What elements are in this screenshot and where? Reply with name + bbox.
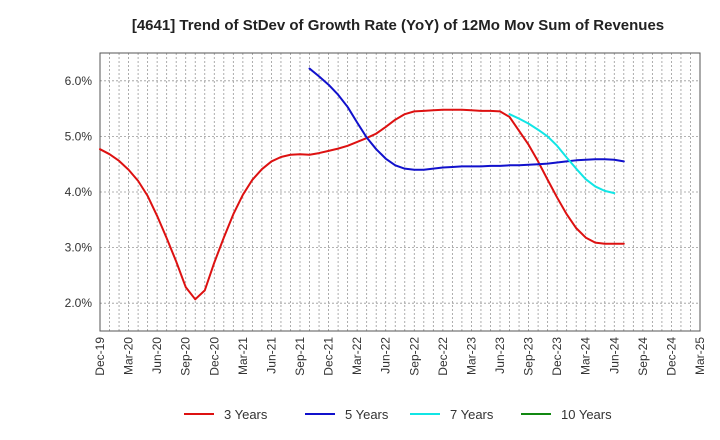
x-tick-label: Mar-25 (693, 337, 707, 375)
x-tick-label: Jun-21 (264, 337, 278, 374)
x-tick-label: Dec-21 (322, 337, 336, 376)
x-tick-label: Jun-22 (379, 337, 393, 374)
legend-label: 3 Years (224, 407, 268, 422)
series-line-3-years (99, 108, 625, 301)
x-tick-label: Sep-23 (522, 337, 536, 376)
y-axis: 2.0% 3.0% 4.0% 5.0% 6.0% (65, 74, 93, 310)
x-tick-label: Sep-20 (179, 337, 193, 376)
y-tick-label: 5.0% (65, 129, 93, 143)
x-tick-label: Mar-24 (579, 337, 593, 375)
x-axis: Dec-19 Mar-20 Jun-20 Sep-20 Dec-20 Mar-21 Jun-… (93, 337, 707, 376)
series-line-5-years (308, 67, 625, 171)
series-layer (99, 67, 625, 301)
chart-title: [4641] Trend of StDev of Growth Rate (Yo… (132, 17, 664, 34)
y-tick-label: 6.0% (65, 74, 93, 88)
x-tick-label: Mar-21 (236, 337, 250, 375)
y-tick-label: 4.0% (65, 185, 93, 199)
x-tick-label: Dec-23 (550, 337, 564, 376)
legend: 3 Years 5 Years 7 Years 10 Years (184, 407, 612, 422)
legend-label: 10 Years (561, 407, 612, 422)
legend-label: 7 Years (450, 407, 494, 422)
plot-frame (99, 52, 701, 332)
x-tick-label: Jun-24 (607, 337, 621, 374)
x-tick-label: Mar-22 (350, 337, 364, 375)
x-tick-label: Sep-21 (293, 337, 307, 376)
x-tick-label: Sep-24 (636, 337, 650, 376)
x-tick-label: Dec-22 (436, 337, 450, 376)
y-tick-label: 2.0% (65, 296, 93, 310)
x-tick-label: Dec-20 (207, 337, 221, 376)
x-tick-label: Jun-20 (150, 337, 164, 374)
x-tick-label: Dec-19 (93, 337, 107, 376)
x-tick-label: Sep-22 (407, 337, 421, 376)
grid-layer (99, 53, 701, 331)
legend-label: 5 Years (345, 407, 389, 422)
x-tick-label: Jun-23 (493, 337, 507, 374)
x-tick-label: Mar-23 (464, 337, 478, 375)
x-tick-label: Dec-24 (664, 337, 678, 376)
x-tick-label: Mar-20 (122, 337, 136, 375)
series-line-7-years (508, 113, 616, 195)
y-tick-label: 3.0% (65, 241, 93, 255)
